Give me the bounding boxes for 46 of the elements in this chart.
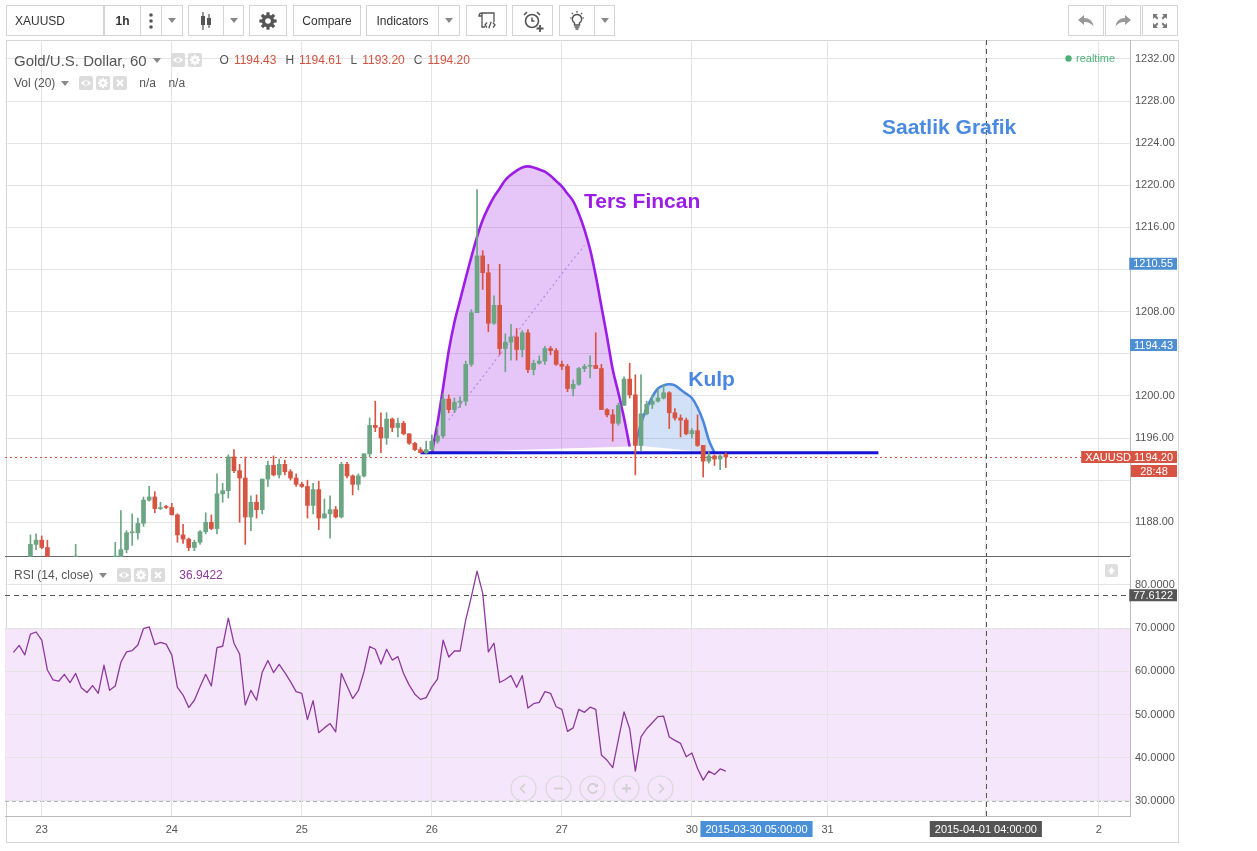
x-tick-label: 27 — [555, 822, 568, 835]
ref-line-label: 77.6122 — [1133, 588, 1173, 601]
series-label: Ters Fincan — [583, 189, 701, 213]
y-tick-label: 50.0000 — [1135, 707, 1175, 720]
y-tick-label: 40.0000 — [1135, 750, 1175, 763]
x-tick-label: 31 — [821, 822, 834, 835]
y-tick-label: 30.0000 — [1135, 793, 1175, 806]
line-series — [448, 244, 586, 421]
text: 1210.55 — [1133, 257, 1173, 270]
text: Indicators — [376, 13, 429, 28]
text: 1194.43 — [1134, 338, 1173, 351]
text: O 1194.43 H 1194.61 L 1193.20 C 1194.20 — [219, 53, 470, 67]
text: RSI (14, close) — [14, 568, 94, 582]
ref-line-label: XAUUSD 1194.20 — [1085, 450, 1174, 463]
y-tick-label: 1232.00 — [1135, 51, 1175, 64]
y-tick-label: 1196.00 — [1135, 431, 1174, 444]
candlestick — [723, 452, 729, 468]
y-tick-label: 1224.00 — [1135, 136, 1175, 149]
x-tick-label: 24 — [165, 822, 178, 835]
annotation: realtime — [1076, 52, 1116, 64]
x-tick-label: 26 — [425, 822, 438, 835]
text: 28:48 — [1140, 464, 1168, 477]
annotation: 36.9422 — [179, 568, 223, 582]
y-tick-label: 1228.00 — [1135, 94, 1175, 107]
y-tick-label: 1220.00 — [1135, 178, 1175, 191]
annotation: Saatlik Grafik — [882, 115, 1017, 139]
text: Gold/U.S. Dollar, 60 — [14, 51, 147, 69]
y-tick-label: 60.0000 — [1135, 664, 1175, 677]
x-tick-label: 25 — [295, 822, 308, 835]
y-tick-label: 70.0000 — [1135, 621, 1175, 634]
x-tick-label: 23 — [35, 822, 48, 835]
x-tick-label: 2 — [1095, 822, 1102, 835]
series-label: Kulp — [688, 367, 735, 391]
y-tick-label: 80.0000 — [1135, 577, 1175, 590]
annotation: n/a n/a — [139, 76, 186, 90]
text: XAUUSD — [15, 13, 66, 28]
x-tick-label: 30 — [685, 822, 698, 835]
text: 1h — [115, 13, 130, 28]
y-tick-label: 1200.00 — [1135, 388, 1175, 401]
y-tick-label: 1188.00 — [1135, 515, 1174, 528]
y-tick-label: 1208.00 — [1135, 304, 1175, 317]
y-tick-label: 1216.00 — [1135, 220, 1175, 233]
x-tick-label: 2015-04-01 04:00:00 — [934, 822, 1037, 835]
annotation: Vol (20) — [14, 76, 56, 90]
text: Compare — [302, 13, 352, 28]
text: 2015-03-30 05:00:00 — [705, 822, 808, 835]
